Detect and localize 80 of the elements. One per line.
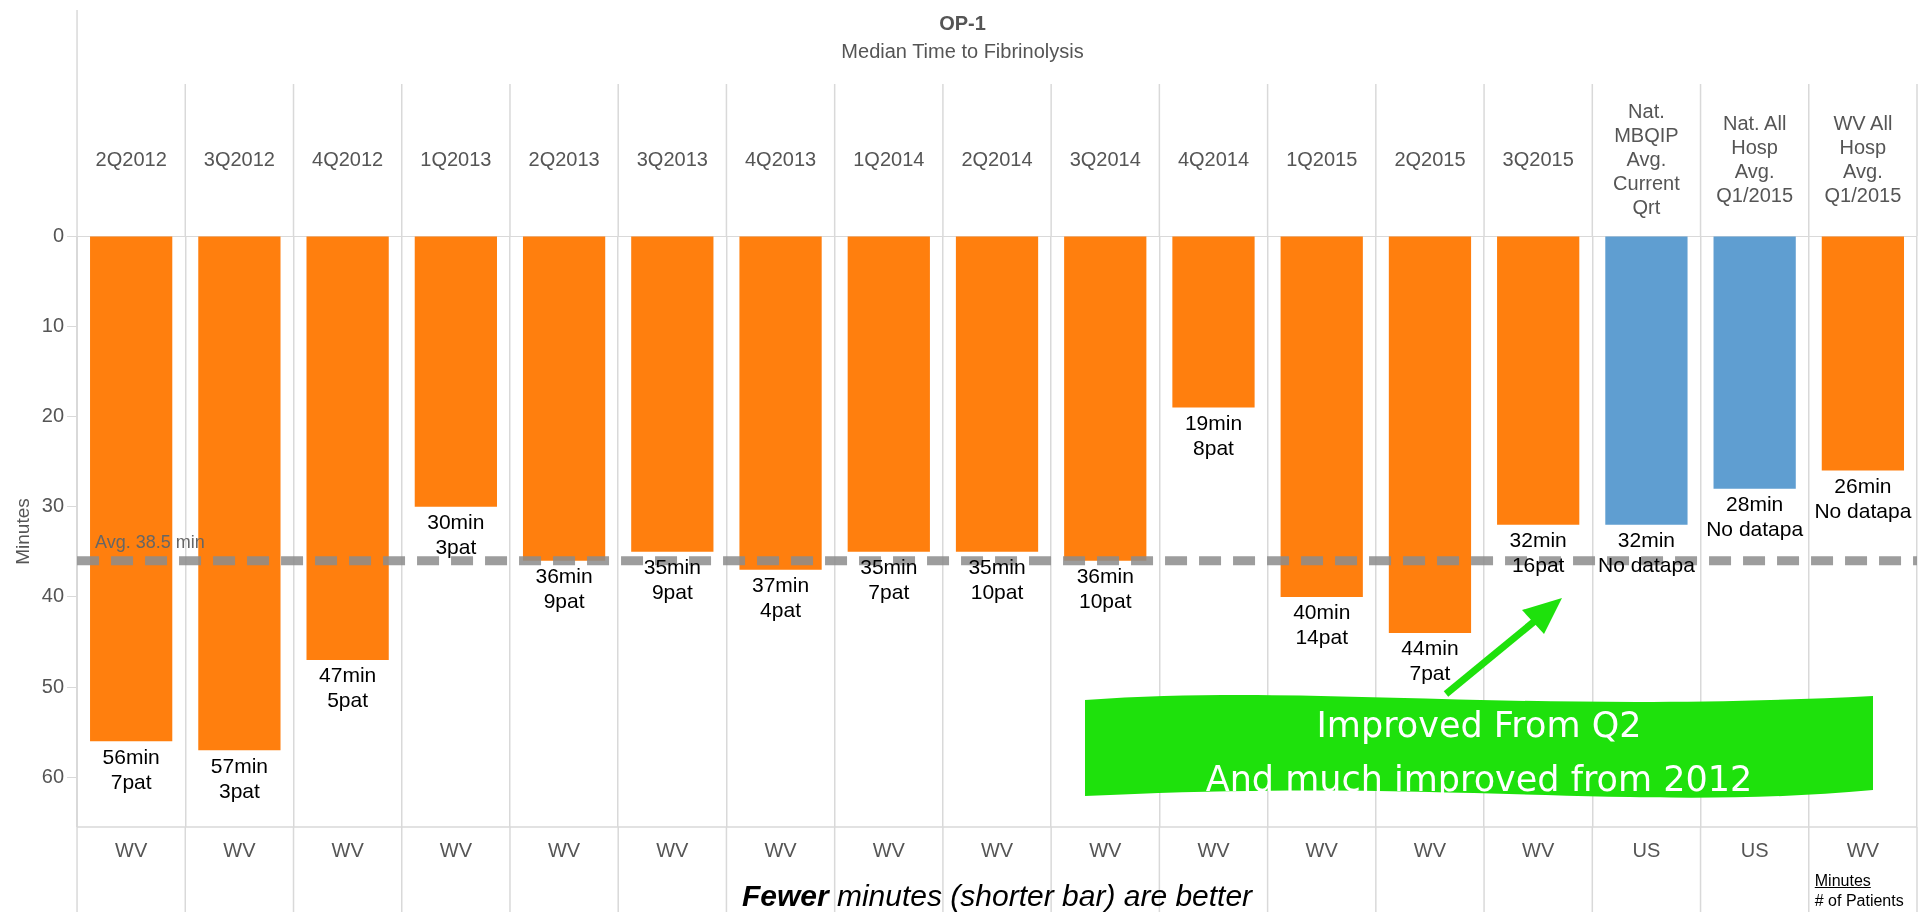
chart-title: OP-1 xyxy=(939,11,986,34)
x-tick-label: 3Q2013 xyxy=(636,147,708,170)
text: WV xyxy=(764,838,798,861)
data-label: 37min 4pat xyxy=(751,573,810,622)
data-label: 19min 8pat xyxy=(1184,410,1243,459)
data-label: 44min 7pat xyxy=(1401,636,1459,685)
x-tick-label: 3Q2014 xyxy=(1069,147,1141,170)
bar xyxy=(1280,236,1363,597)
x-tick-label: 1Q2015 xyxy=(1286,147,1358,170)
x-tick-label: 3Q2015 xyxy=(1502,147,1574,170)
x-tick-label: 2Q2012 xyxy=(95,147,167,170)
x-tick-label: 2Q2014 xyxy=(961,147,1033,170)
data-label: 40min 14pat xyxy=(1293,600,1351,649)
x-tick-label: 1Q2013 xyxy=(420,147,492,170)
data-label: 28min No datapa xyxy=(1706,491,1804,540)
bar xyxy=(1497,236,1580,525)
text: Minutes # of Patients xyxy=(1814,871,1905,911)
text: WV xyxy=(331,838,365,861)
y-tick-label: 50 xyxy=(41,674,65,697)
data-label: 26min No datapa xyxy=(1814,473,1912,522)
data-label: 30min 3pat xyxy=(427,509,485,558)
x-tick-label: Nat. All Hosp Avg. Q1/2015 xyxy=(1716,111,1794,206)
x-tick-label: 4Q2012 xyxy=(312,147,384,170)
text: WV xyxy=(1522,838,1555,861)
annotation: Improved From Q2 And much improved from 2012 xyxy=(1204,704,1754,801)
bar xyxy=(1821,236,1905,471)
data-label: 32min 16pat xyxy=(1509,528,1567,577)
data-label: 36min 10pat xyxy=(1076,564,1134,613)
y-tick-label: 20 xyxy=(41,403,65,426)
text: US xyxy=(1740,838,1769,861)
text: WV xyxy=(1197,838,1231,861)
data-label: 56min 7pat xyxy=(102,744,160,793)
x-tick-label: Nat. MBQIP Avg. Current Qrt xyxy=(1613,99,1681,218)
x-tick-label: 2Q2015 xyxy=(1394,147,1466,170)
data-label: 47min 5pat xyxy=(319,663,377,712)
bar xyxy=(414,236,497,507)
bar xyxy=(306,236,389,661)
data-label: 57min 3pat xyxy=(210,753,268,802)
x-tick-label: 2Q2013 xyxy=(528,147,600,170)
data-label: 35min 10pat xyxy=(968,555,1026,604)
text: WV xyxy=(1846,838,1880,861)
data-label: 35min 7pat xyxy=(860,555,918,604)
x-tick-label: WV All Hosp Avg. Q1/2015 xyxy=(1824,111,1902,206)
bar xyxy=(955,236,1039,552)
text: US xyxy=(1632,838,1661,861)
bar xyxy=(1388,236,1472,634)
text: WV xyxy=(656,838,690,861)
x-tick-label: 4Q2014 xyxy=(1177,147,1250,170)
y-tick-label: 10 xyxy=(41,313,65,336)
text: WV xyxy=(223,838,257,861)
x-tick-label: 1Q2014 xyxy=(853,147,925,170)
data-label: 32min No datapa xyxy=(1597,528,1696,577)
x-tick-label: 3Q2012 xyxy=(203,147,275,170)
text: WV xyxy=(115,838,148,861)
bar xyxy=(1605,236,1688,525)
x-tick-label: 4Q2013 xyxy=(744,147,817,170)
bar xyxy=(522,236,606,561)
bar xyxy=(1172,236,1255,408)
y-axis-title: Minutes xyxy=(11,498,33,565)
text: WV xyxy=(872,838,906,861)
data-label: 36min 9pat xyxy=(535,564,593,613)
y-tick-label: 0 xyxy=(52,223,65,246)
data-label: 35min 9pat xyxy=(643,555,701,604)
text: WV xyxy=(547,838,581,861)
bar xyxy=(1713,236,1796,489)
chart-subtitle: Median Time to Fibrinolysis xyxy=(841,39,1084,62)
bar xyxy=(90,236,173,742)
text: WV xyxy=(1413,838,1447,861)
text: WV xyxy=(1089,838,1123,861)
text: WV xyxy=(439,838,473,861)
bar xyxy=(631,236,714,552)
bar xyxy=(739,236,822,570)
bar xyxy=(1064,236,1147,561)
y-tick-label: 60 xyxy=(41,764,65,787)
y-tick-label: 40 xyxy=(41,584,65,607)
text: Fewer minutes (shorter bar) are better xyxy=(741,879,1253,912)
text: WV xyxy=(1305,838,1339,861)
y-tick-label: 30 xyxy=(41,494,65,517)
text: WV xyxy=(980,838,1014,861)
bar xyxy=(847,236,930,552)
